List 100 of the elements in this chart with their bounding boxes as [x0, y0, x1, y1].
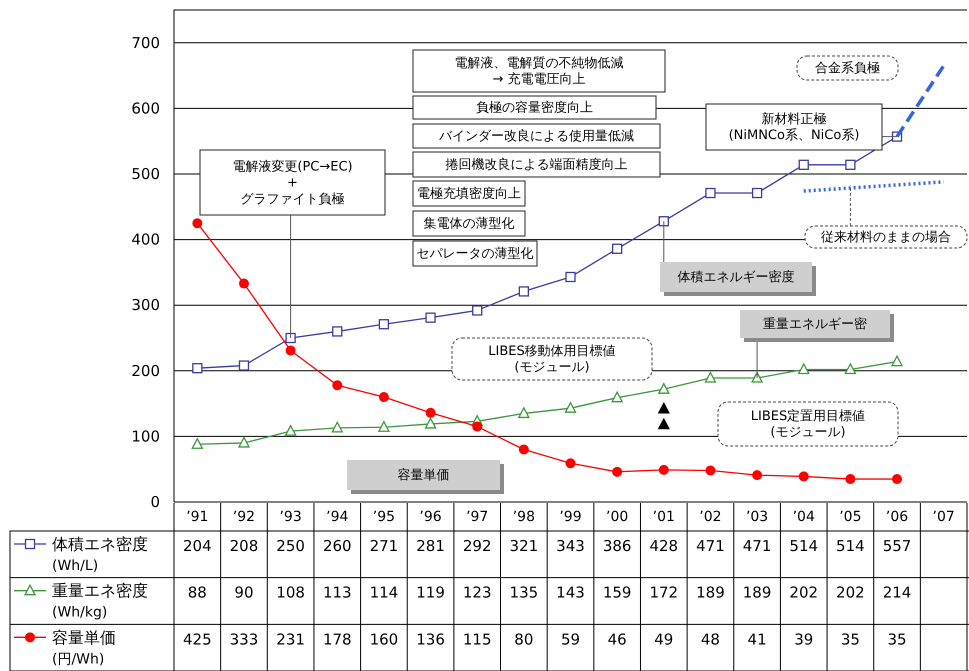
data-label: 231 [276, 630, 305, 648]
annotation: バインダー改良による使用量低減 [412, 124, 660, 148]
annotation: 捲回機改良による端面精度向上 [446, 156, 628, 172]
annotation: 従来材料のままの場合 [804, 185, 968, 248]
x-tick-label: ’91 [186, 509, 208, 525]
data-label: 178 [322, 630, 352, 648]
legend-label: 重量エネ密度 (Wh/kg) [52, 581, 148, 621]
x-tick-label: ’93 [279, 509, 302, 525]
annotation: 新材料正極 (NiMNCo系、NiCo系) [728, 111, 860, 143]
data-label: 386 [602, 537, 632, 555]
annotation: 重量エネルギー密 [740, 310, 894, 379]
data-label: 113 [322, 584, 352, 602]
data-label: 160 [370, 630, 398, 648]
data-label: 471 [696, 537, 725, 555]
x-tick-label: ’05 [839, 509, 862, 525]
data-label: 189 [742, 584, 772, 602]
data-label: 108 [276, 584, 305, 602]
annotation: 容量単価 [398, 466, 450, 482]
x-tick-label: ’96 [419, 509, 442, 525]
data-label: 123 [462, 584, 492, 602]
y-tick-label: 0 [150, 493, 160, 511]
data-label: 471 [742, 537, 772, 555]
annotation: LIBES定置用目標値 (モジュール) [750, 408, 866, 440]
x-tick-label: ’01 [652, 509, 675, 525]
annotation: 電解液変更(PC→EC) + グラファイト負極 [232, 158, 353, 206]
data-label: 159 [602, 584, 632, 602]
x-tick-label: ’95 [372, 509, 396, 525]
y-tick-label: 700 [131, 34, 160, 52]
data-label: 425 [183, 630, 212, 648]
data-label: 281 [416, 537, 445, 555]
legend-label: 容量単価 (円/Wh) [52, 628, 116, 668]
annotation: 重量エネルギー密 [763, 316, 867, 332]
y-tick-label: 100 [131, 427, 160, 446]
data-label: 189 [696, 584, 725, 602]
data-label: 119 [416, 584, 445, 602]
data-label: 135 [510, 584, 538, 602]
data-label: 514 [789, 537, 818, 555]
annotation: LIBES移動体用目標値 (モジュール) [452, 338, 652, 380]
data-label: 115 [462, 630, 492, 648]
x-tick-label: ’03 [746, 509, 768, 525]
data-label: 204 [183, 537, 212, 555]
x-tick-label: ’98 [512, 509, 535, 525]
annotation: 負極の容量密度向上 [412, 96, 656, 120]
x-tick-label: ’99 [559, 509, 582, 525]
data-label: 114 [370, 584, 398, 602]
data-label: 90 [234, 584, 254, 602]
x-tick-label: ’07 [932, 509, 955, 525]
data-label: 202 [836, 584, 865, 602]
annotation: 合金系負極 [796, 56, 898, 80]
data-label: 202 [789, 584, 818, 602]
data-label: 88 [188, 584, 207, 602]
data-label: 333 [230, 630, 258, 648]
data-label: 343 [556, 537, 585, 555]
data-label: 59 [560, 630, 580, 648]
annotation: 体積エネルギー密度 [678, 268, 794, 284]
data-label: 428 [649, 537, 678, 555]
y-tick-label: 600 [131, 99, 160, 118]
data-label: 292 [462, 537, 492, 555]
data-label: 35 [887, 630, 907, 648]
data-label: 136 [416, 630, 445, 648]
data-label: 143 [556, 584, 585, 602]
data-label: 214 [882, 584, 912, 602]
annotation: 電解液変更(PC→EC) + グラファイト負極 [200, 150, 386, 338]
data-label: 260 [322, 537, 352, 555]
data-label: 208 [230, 537, 258, 555]
data-label: 321 [510, 537, 538, 555]
data-label: 49 [654, 630, 674, 648]
x-tick-label: ’02 [699, 509, 722, 525]
data-label: 39 [794, 630, 814, 648]
annotation: 容量単価 [347, 460, 504, 494]
annotation: バインダー改良による使用量低減 [438, 128, 634, 144]
annotation: セパレータの薄型化 [412, 240, 538, 266]
data-label: 80 [514, 630, 534, 648]
data-label: 46 [608, 630, 627, 648]
x-tick-label: ’00 [606, 509, 628, 525]
annotation: セパレータの薄型化 [416, 246, 534, 261]
annotation: LIBES移動体用目標値 (モジュール) [488, 343, 616, 375]
annotation: 電極充填密度向上 [417, 185, 521, 201]
x-tick-label: ’04 [792, 509, 815, 525]
x-tick-label: ’97 [466, 509, 488, 525]
annotation: 負極の容量密度向上 [476, 99, 593, 115]
data-label: 48 [700, 630, 720, 648]
annotation: 捲回機改良による端面精度向上 [412, 152, 660, 178]
data-label: 514 [836, 537, 865, 555]
annotation: 新材料正極 (NiMNCo系、NiCo系) [706, 104, 898, 150]
y-tick-label: 300 [131, 296, 160, 314]
annotation: 集電体の薄型化 [412, 210, 526, 236]
x-tick-label: ’94 [326, 509, 348, 525]
data-label: 35 [840, 630, 860, 648]
data-label: 172 [649, 584, 678, 602]
data-label: 557 [882, 537, 912, 555]
data-label: 271 [370, 537, 398, 555]
y-tick-label: 400 [131, 230, 160, 249]
annotation: 合金系負極 [815, 60, 880, 76]
annotation: 集電体の薄型化 [424, 216, 514, 231]
legend-label: 体積エネ密度 (Wh/L) [52, 534, 148, 574]
data-label: 41 [748, 630, 767, 648]
y-tick-label: 200 [131, 362, 160, 380]
annotation: 電極充填密度向上 [412, 180, 526, 206]
annotation: 電解液、電解質の不純物低減 → 充電電圧向上 [454, 55, 624, 87]
